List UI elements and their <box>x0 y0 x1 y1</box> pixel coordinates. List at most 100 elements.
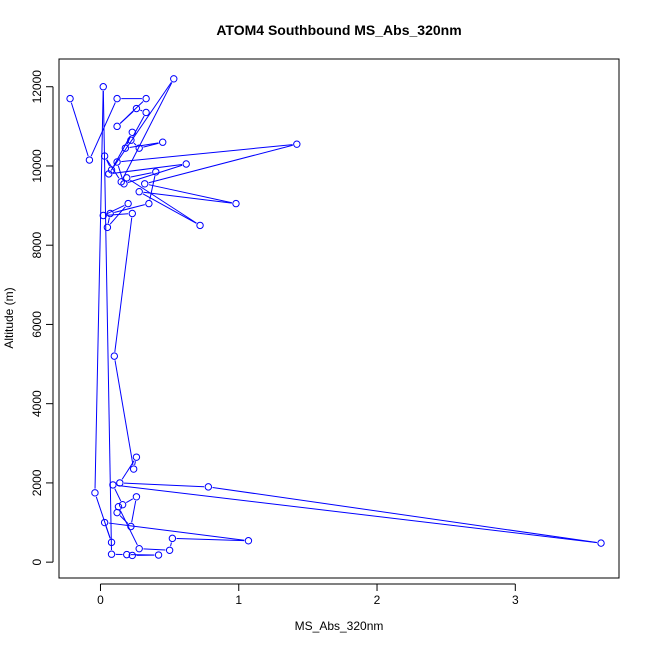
data-point <box>99 211 107 220</box>
series-segment <box>130 179 197 224</box>
series-segment <box>143 548 166 551</box>
series-segment <box>106 159 111 167</box>
data-point <box>100 518 109 527</box>
data-point <box>105 170 113 178</box>
series-segment <box>108 522 245 541</box>
series-segment <box>212 486 597 544</box>
data-point <box>128 551 136 560</box>
series-segment <box>117 165 124 180</box>
y-tick-label: 4000 <box>30 390 44 417</box>
series-segment <box>107 217 110 224</box>
series-segment <box>107 213 129 216</box>
x-axis: 0 1 2 3 <box>97 583 519 607</box>
data-point <box>196 221 204 230</box>
series-segment <box>122 82 173 179</box>
series-segment <box>106 204 125 215</box>
x-tick-label: 0 <box>97 593 104 607</box>
data-point <box>159 138 167 146</box>
data-point <box>109 481 117 489</box>
x-tick-label: 2 <box>374 593 381 607</box>
series-segment <box>117 484 597 544</box>
series-segment <box>119 111 134 124</box>
data-point <box>121 144 130 152</box>
data-point <box>132 453 141 461</box>
data-point <box>124 199 132 208</box>
data-point <box>129 465 138 473</box>
data-point <box>182 160 190 168</box>
data-point <box>106 209 114 218</box>
data-point <box>168 534 177 543</box>
chart-title: ATOM4 Southbound MS_Abs_320nm <box>216 22 461 38</box>
series-segment <box>124 482 205 488</box>
y-axis: 0 2000 4000 6000 8000 10000 12000 <box>30 70 54 565</box>
data-point <box>91 489 99 497</box>
data-point <box>165 546 174 554</box>
y-tick-label: 12000 <box>30 70 44 104</box>
data-point <box>113 94 121 103</box>
data-point <box>232 199 240 208</box>
series-segment <box>143 191 232 204</box>
data-point <box>113 158 121 166</box>
y-tick-label: 2000 <box>30 469 44 496</box>
data-point <box>127 522 135 531</box>
series-segment <box>114 204 145 213</box>
data-point <box>85 156 94 164</box>
x-tick-label: 1 <box>235 593 242 607</box>
series-segment <box>90 102 116 157</box>
series-segment <box>176 538 245 542</box>
data-point <box>135 544 143 553</box>
y-tick-label: 8000 <box>30 232 44 259</box>
data-point <box>99 83 107 91</box>
data-point <box>204 483 213 491</box>
data-point <box>142 94 150 103</box>
series-segment <box>134 461 136 466</box>
data-point <box>293 140 301 148</box>
series-segment <box>149 175 156 200</box>
data-point <box>152 168 160 176</box>
series-segment <box>127 164 183 184</box>
series-segment <box>121 460 135 480</box>
series-segment <box>109 206 126 225</box>
series-segment <box>70 102 89 157</box>
data-point <box>107 538 116 547</box>
y-tick-label: 10000 <box>30 149 44 183</box>
data-point <box>110 352 119 360</box>
series-segment <box>132 115 145 137</box>
data-point <box>132 104 141 113</box>
series-segment <box>110 81 172 171</box>
data-point <box>135 144 143 152</box>
data-point <box>123 174 131 182</box>
data-point <box>142 108 150 117</box>
series-segment <box>106 159 120 179</box>
series-segment <box>143 142 159 148</box>
data-point <box>244 537 253 545</box>
data-point <box>145 199 153 208</box>
series-segment <box>114 360 134 465</box>
series-segment <box>148 144 293 184</box>
series-segment <box>130 172 152 178</box>
x-axis-label: MS_Abs_320nm <box>295 619 384 633</box>
series-segment <box>131 500 137 523</box>
data-point <box>154 551 163 559</box>
series-segment <box>102 90 112 551</box>
data-point <box>123 550 131 559</box>
series-segment <box>170 542 172 547</box>
data-point <box>113 122 121 131</box>
data-point <box>107 550 116 558</box>
x-tick-label: 3 <box>512 593 519 607</box>
data-point <box>128 128 136 136</box>
series-layer <box>70 81 597 556</box>
data-point <box>114 502 123 511</box>
series-segment <box>140 109 143 112</box>
y-axis-label: Altitude (m) <box>2 287 16 348</box>
data-point <box>103 223 112 232</box>
data-point <box>113 508 121 517</box>
plot-frame <box>58 58 620 579</box>
data-point <box>128 209 136 218</box>
series-segment <box>148 184 232 204</box>
series-segment <box>142 193 197 224</box>
series-segment <box>95 496 111 539</box>
y-tick-label: 0 <box>30 558 44 565</box>
data-point <box>66 94 74 103</box>
